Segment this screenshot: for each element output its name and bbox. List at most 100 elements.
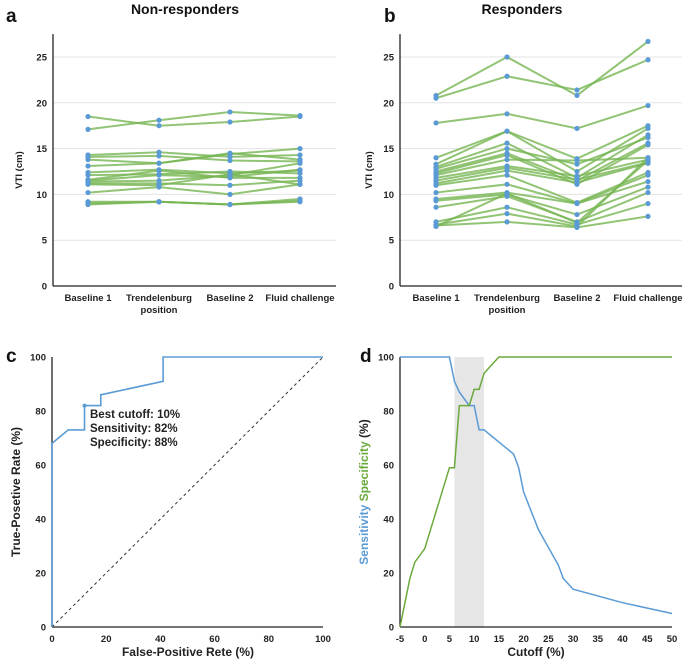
panel-b-data-point <box>645 125 651 132</box>
panel-b-ytick-label: 15 <box>383 144 394 155</box>
panel-c-xtick-label: 20 <box>101 634 112 645</box>
panel-b-subject-line <box>435 144 649 186</box>
panel-a-data-point <box>297 199 303 205</box>
panel-b-data-point <box>504 167 510 174</box>
panel-b-data-point <box>504 219 510 225</box>
panel-b-data-point <box>433 182 439 188</box>
panel-b-data-point <box>645 142 651 148</box>
panel-d-xtick-label: 5 <box>447 634 453 645</box>
panel-b-data-point <box>574 87 580 93</box>
panel-b-subject-line <box>435 174 649 205</box>
panel-d-xtick-label: 0 <box>422 634 427 645</box>
panel-b-data-point <box>645 102 651 109</box>
panel-letter-b: b <box>384 6 396 27</box>
panel-c-reference-line <box>51 356 324 628</box>
panel-a-data-point <box>85 113 91 120</box>
panel-b-title: Responders <box>482 1 563 17</box>
panel-b-data-point <box>433 189 439 196</box>
panel-b-subject-line <box>435 104 649 130</box>
panel-a-data-point <box>156 149 162 155</box>
panel-b-xtick-label: Baseline 2 <box>554 293 601 304</box>
panel-d-ylabel: Sensitivity Specificity (%) <box>357 419 371 564</box>
panel-b-ytick-label: 0 <box>389 282 394 293</box>
panel-letter-d: d <box>360 346 372 367</box>
panel-b-data-point <box>645 172 651 178</box>
panel-a-data-point <box>85 172 91 178</box>
panel-a-data-point <box>85 163 91 169</box>
panel-b-data-point <box>645 57 651 63</box>
panel-b-data-point <box>574 161 580 167</box>
panel-c-ytick-label: 40 <box>35 515 46 526</box>
panel-d-specificity-line <box>399 356 672 628</box>
panel-b-data-point <box>645 178 651 185</box>
panel-a-data-point <box>227 182 233 188</box>
panel-d-ytick-label: 20 <box>383 569 394 580</box>
panel-b-data-point <box>504 190 510 197</box>
panel-c-ytick-label: 80 <box>35 407 46 418</box>
panel-a-data-point <box>156 153 162 159</box>
panel-b-data-point <box>504 146 510 152</box>
panel-b-subject-line <box>435 142 649 182</box>
panel-b-data-point <box>574 224 580 230</box>
panel-c-ytick-label: 0 <box>41 623 46 634</box>
panel-a-ytick-label: 10 <box>36 190 47 201</box>
panel-b-xtick-label: position <box>489 305 526 316</box>
panel-a-data-point <box>297 178 303 184</box>
panel-b-xtick-label: Fluid challenge <box>613 293 682 304</box>
panel-a-ytick-label: 0 <box>42 282 47 293</box>
ylabel-specificity: Specificity <box>357 441 371 501</box>
panel-d-ytick-label: 100 <box>378 353 394 364</box>
panel-a-subject-line <box>87 183 301 196</box>
panel-b-data-point <box>574 173 580 179</box>
panel-a-data-point <box>227 109 233 115</box>
panel-c-xtick-label: 0 <box>49 634 54 645</box>
panel-b-data-point <box>574 211 580 218</box>
panel-b-data-point <box>504 54 510 60</box>
panel-b-data-point <box>574 168 580 175</box>
panel-a-subject-line <box>87 162 301 183</box>
panel-b-data-point <box>645 38 651 45</box>
panel-d-ytick-label: 40 <box>383 515 394 526</box>
panel-a-data-point <box>156 184 162 190</box>
panel-b-data-point <box>645 157 651 164</box>
panel-a-data-point <box>156 172 162 178</box>
annotation-best-cutoff: Best cutoff: 10% <box>90 409 180 421</box>
panel-d-ytick-label: 80 <box>383 407 394 418</box>
panel-b-data-point <box>574 220 580 226</box>
panel-a-data-point <box>227 201 233 208</box>
panel-a-subject-line <box>87 200 301 206</box>
panel-a-data-point <box>156 117 162 123</box>
panel-d-xtick-label: 30 <box>568 634 579 645</box>
panel-d-xtick-label: 10 <box>469 634 480 645</box>
panel-b-data-point <box>504 172 510 178</box>
panel-a-subject-line <box>87 115 301 127</box>
panel-b-subject-line <box>435 215 649 229</box>
panel-b-subject-line <box>435 156 649 177</box>
panel-b-data-point <box>504 211 510 217</box>
panel-c-ytick-label: 100 <box>30 353 46 364</box>
panel-c-xtick-label: 100 <box>315 634 331 645</box>
annotation-specificity: Specificity: 88% <box>90 437 178 449</box>
panel-d-xtick-label: 40 <box>617 634 628 645</box>
panel-a-xtick-label: Baseline 2 <box>207 293 254 304</box>
panel-c-xtick-label: 40 <box>155 634 166 645</box>
panel-b-subject-line <box>435 161 649 182</box>
panel-a-data-point <box>85 181 91 187</box>
panel-b-data-point <box>433 223 439 230</box>
panel-a-data-point <box>156 123 162 129</box>
panel-b-data-point <box>433 198 439 204</box>
panel-a-ytick-label: 5 <box>42 236 48 247</box>
panel-a-ylabel: VTI (cm) <box>14 151 25 188</box>
panel-d-xlabel: Cutoff (%) <box>507 645 564 659</box>
panel-c-roc-curve <box>51 356 323 627</box>
panel-a-data-point <box>227 119 233 125</box>
panel-b-ylabel: VTI (cm) <box>364 151 375 188</box>
panel-d-ytick-label: 0 <box>389 623 394 634</box>
panel-b-ytick-label: 20 <box>383 98 394 109</box>
panel-c-ytick-label: 20 <box>35 569 46 580</box>
panel-a-data-point <box>227 157 233 164</box>
panel-b-subject-line <box>435 162 649 185</box>
panel-b-ytick-label: 5 <box>389 236 395 247</box>
panel-d-xtick-label: 50 <box>667 634 678 645</box>
